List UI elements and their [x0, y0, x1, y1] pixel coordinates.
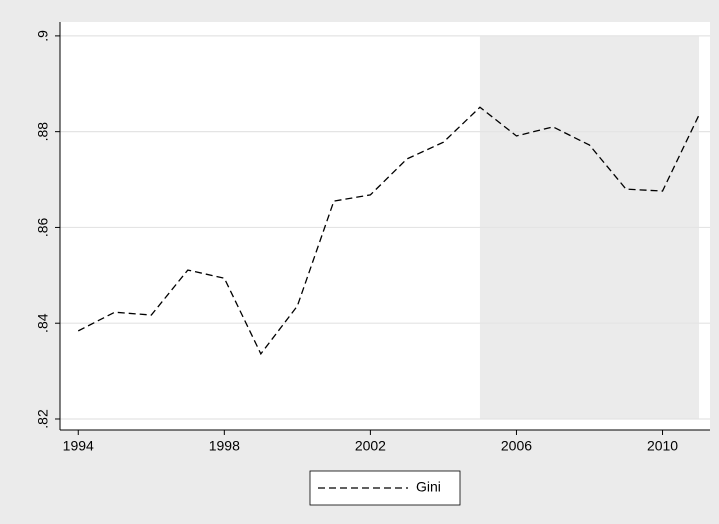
- y-tick-label: .88: [35, 122, 51, 142]
- x-tick-label: 2010: [647, 438, 678, 454]
- x-tick-label: 1998: [209, 438, 240, 454]
- y-tick-label: .9: [35, 30, 51, 42]
- y-tick-label: .84: [35, 313, 51, 333]
- x-tick-label: 2006: [501, 438, 532, 454]
- y-tick-label: .82: [35, 409, 51, 429]
- y-tick-label: .86: [35, 217, 51, 237]
- x-tick-label: 1994: [63, 438, 94, 454]
- line-series: [77, 106, 700, 356]
- legend-label: Gini: [416, 479, 441, 495]
- x-tick-label: 2002: [355, 438, 386, 454]
